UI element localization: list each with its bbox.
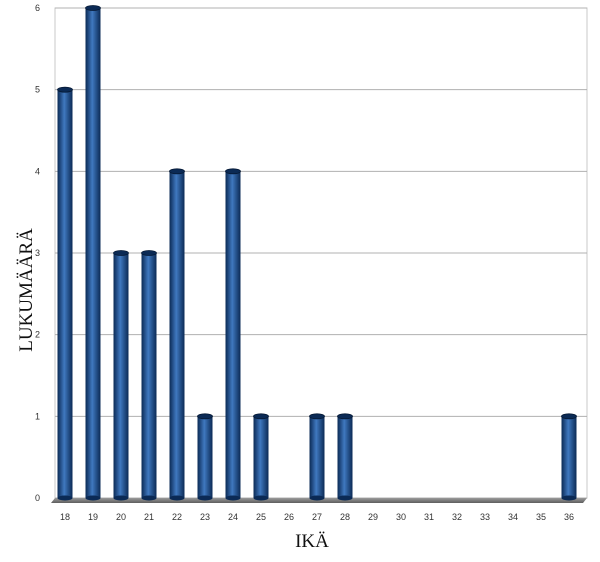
bar-body	[225, 171, 241, 499]
bar-cap	[85, 5, 101, 11]
x-tick-label: 29	[368, 512, 378, 522]
bar-base	[197, 495, 213, 501]
x-tick-label: 35	[536, 512, 546, 522]
bar-body	[561, 416, 577, 498]
bar-base	[113, 495, 129, 501]
bars	[57, 5, 577, 501]
y-tick-label: 3	[35, 248, 40, 258]
x-tick-label: 22	[172, 512, 182, 522]
bar-body	[197, 416, 213, 498]
bar-cap	[57, 86, 73, 93]
bar	[197, 413, 213, 501]
bar-body	[253, 416, 269, 498]
chart-floor	[51, 498, 587, 503]
bar-base	[253, 495, 269, 501]
bar-base	[561, 495, 577, 501]
bar-cap	[225, 168, 241, 175]
x-tick-label: 34	[508, 512, 518, 522]
y-tick-label: 4	[35, 166, 40, 176]
y-axis-ticks: 0 1 2 3 4 5 6	[35, 3, 40, 503]
bar-base	[169, 495, 185, 501]
x-tick-label: 21	[144, 512, 154, 522]
bar	[561, 413, 577, 501]
y-tick-label: 2	[35, 330, 40, 340]
bar-body	[85, 8, 101, 498]
bar-base	[225, 495, 241, 501]
x-tick-label: 27	[312, 512, 322, 522]
bar-body	[169, 171, 185, 499]
floor-slab	[51, 498, 587, 503]
bar-cap	[113, 250, 129, 256]
x-tick-label: 31	[424, 512, 434, 522]
x-tick-label: 25	[256, 512, 266, 522]
x-tick-label: 19	[88, 512, 98, 522]
bar-cap	[561, 413, 577, 420]
bar-base	[337, 495, 353, 501]
bar-cap	[141, 250, 157, 256]
x-tick-label: 32	[452, 512, 462, 522]
x-axis-title: IKÄ	[295, 531, 329, 552]
bar	[57, 86, 73, 501]
bar-base	[309, 495, 325, 501]
bar-cap	[337, 413, 353, 420]
bar	[309, 413, 325, 501]
bar-cap	[253, 413, 269, 420]
x-tick-label: 36	[564, 512, 574, 522]
bar	[337, 413, 353, 501]
x-tick-label: 30	[396, 512, 406, 522]
y-tick-label: 6	[35, 3, 40, 13]
bar-body	[57, 89, 73, 499]
x-tick-label: 24	[228, 512, 238, 522]
y-axis-title: LUKUMÄÄRÄ	[16, 228, 37, 352]
bar	[225, 168, 241, 501]
bar-cap	[169, 168, 185, 175]
y-tick-label: 1	[35, 411, 40, 421]
x-tick-label: 33	[480, 512, 490, 522]
bar	[141, 250, 157, 501]
bar-base	[57, 495, 73, 501]
x-tick-label: 26	[284, 512, 294, 522]
bar-cap	[197, 413, 213, 420]
bar-body	[337, 416, 353, 498]
bar	[169, 168, 185, 501]
x-tick-label: 18	[60, 512, 70, 522]
bar-cap	[309, 413, 325, 420]
bar-body	[113, 253, 129, 498]
x-tick-label: 28	[340, 512, 350, 522]
bar-body	[309, 416, 325, 498]
bar-body	[141, 253, 157, 498]
x-tick-label: 20	[116, 512, 126, 522]
bar	[113, 250, 129, 501]
x-tick-label: 23	[200, 512, 210, 522]
bar	[253, 413, 269, 501]
bar-base	[85, 495, 101, 501]
x-axis-ticks: 18 19 20 21 22 23 24 25 26 27 28 29 30 31 32 33 34 35 36	[60, 512, 574, 522]
y-tick-label: 0	[35, 493, 40, 503]
y-tick-label: 5	[35, 85, 40, 95]
bar	[85, 5, 101, 501]
bar-base	[141, 495, 157, 501]
